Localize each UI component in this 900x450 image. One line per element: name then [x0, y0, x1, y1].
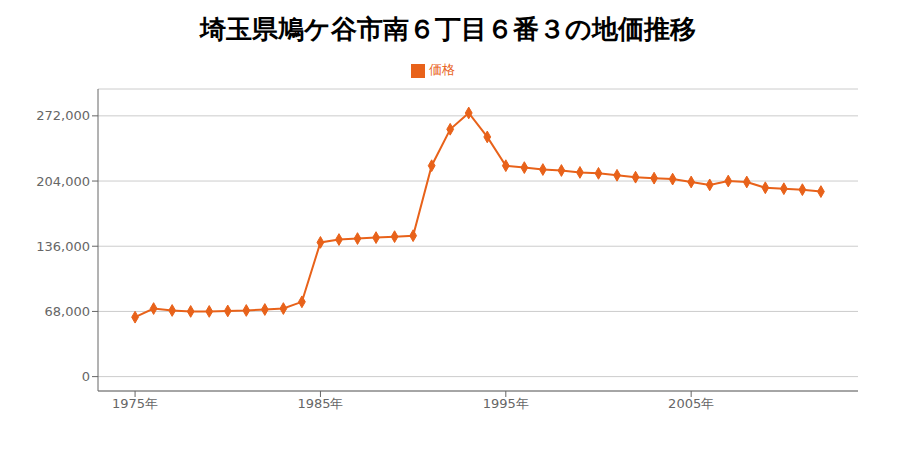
- svg-text:2005年: 2005年: [668, 396, 714, 411]
- html-text:価格: 価格: [429, 62, 455, 77]
- svg-text:272,000: 272,000: [36, 108, 90, 123]
- svg-text:68,000: 68,000: [45, 304, 91, 319]
- html-text:埼玉県鳩ケ谷市南６丁目６番３の地価推移: 埼玉県鳩ケ谷市南６丁目６番３の地価推移: [200, 14, 696, 44]
- svg-text:1995年: 1995年: [483, 396, 529, 411]
- svg-text:1985年: 1985年: [297, 396, 343, 411]
- svg-text:204,000: 204,000: [36, 174, 90, 189]
- svg-text:0: 0: [82, 369, 90, 384]
- svg-text:136,000: 136,000: [36, 239, 90, 254]
- svg-text:1975年: 1975年: [112, 396, 158, 411]
